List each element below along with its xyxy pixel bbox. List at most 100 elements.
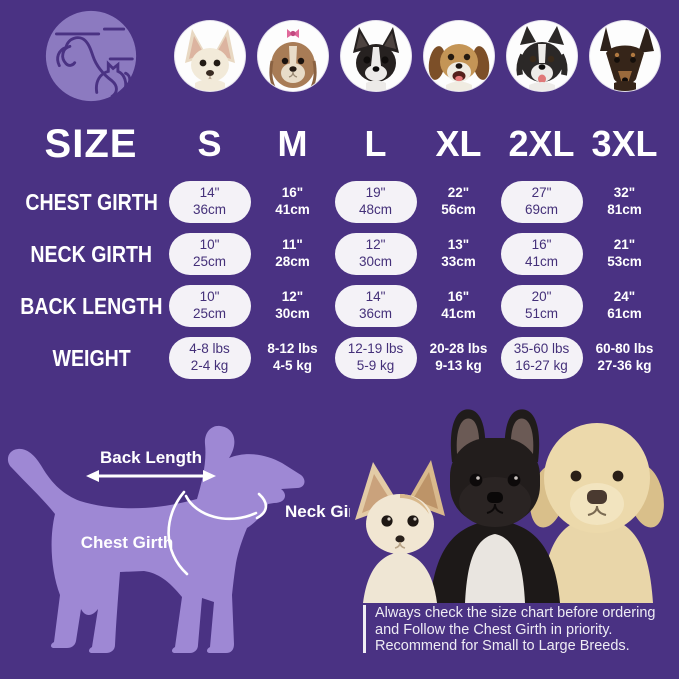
row-label-back-length: BACK LENGTH	[20, 292, 163, 319]
value-kg: 2-4 kg	[190, 358, 229, 373]
value-inches: 14"	[199, 185, 220, 201]
value-kg: 9-13 kg	[435, 358, 482, 373]
note-line-3: Recommend for Small to Large Breeds.	[375, 638, 630, 654]
value-inches: 12"	[365, 237, 386, 253]
value-inches: 10"	[199, 237, 220, 253]
size-header-xl: XL	[435, 123, 482, 164]
value-cm: 41cm	[524, 254, 558, 269]
size-header-m: M	[277, 123, 308, 164]
value-lbs: 60-80 lbs	[595, 341, 654, 357]
row-label-weight: WEIGHT	[52, 344, 131, 371]
chihuahua-photo-icon	[174, 21, 245, 91]
size-note: Always check the size chart before order…	[363, 605, 669, 655]
value-cm: 33cm	[441, 254, 476, 269]
boston-terrier-photo-icon	[340, 21, 411, 91]
value-cm: 48cm	[358, 202, 392, 217]
border-collie-photo-icon	[506, 21, 577, 91]
back-length-l: 14" 36cm	[334, 285, 417, 327]
yellow-labrador-icon	[530, 423, 664, 603]
chest-girth-l: 19" 48cm	[334, 181, 417, 223]
value-cm: 36cm	[192, 202, 226, 217]
chest-girth-xl: 22" 56cm	[441, 185, 476, 219]
neck-girth-l: 12" 30cm	[334, 233, 417, 275]
size-header-row: SIZE S M L XL 2XL 3XL	[0, 112, 679, 176]
value-inches: 16"	[531, 237, 552, 253]
size-label: SIZE	[44, 121, 138, 166]
weight-m: 8-12 lbs 4-5 kg	[267, 341, 317, 375]
neck-girth-3xl: 21" 53cm	[607, 237, 642, 271]
value-lbs: 8-12 lbs	[267, 341, 318, 357]
value-inches: 21"	[613, 237, 636, 253]
value-kg: 27-36 kg	[597, 358, 652, 373]
neck-girth-xl: 13" 33cm	[441, 237, 476, 271]
value-cm: 53cm	[607, 254, 642, 269]
value-cm: 28cm	[275, 254, 310, 269]
dog-trio-photo	[345, 398, 665, 603]
value-kg: 16-27 kg	[515, 358, 568, 373]
table-row-back-length: BACK LENGTH 10" 25cm 12" 30cm 14" 36cm 1…	[0, 280, 679, 332]
value-inches: 12"	[281, 289, 304, 305]
value-inches: 14"	[365, 289, 386, 305]
weight-xl: 20-28 lbs 9-13 kg	[430, 341, 488, 375]
measurement-diagram: Back Length Neck Girth Chest Girth	[0, 400, 371, 672]
table-row-chest-girth: CHEST GIRTH 14" 36cm 16" 41cm 19" 48cm 2…	[0, 176, 679, 228]
weight-2xl: 35-60 lbs 16-27 kg	[500, 337, 583, 379]
table-row-neck-girth: NECK GIRTH 10" 25cm 11" 28cm 12" 30cm 13…	[0, 228, 679, 280]
back-length-2xl: 20" 51cm	[500, 285, 583, 327]
breed-photo-row	[0, 0, 679, 112]
value-inches: 32"	[613, 185, 636, 201]
size-header-2xl: 2XL	[508, 123, 575, 164]
size-header-l: L	[364, 123, 387, 164]
value-cm: 36cm	[358, 306, 392, 321]
value-inches: 16"	[281, 185, 304, 201]
value-lbs: 12-19 lbs	[347, 341, 404, 357]
note-line-1: Always check the size chart before order…	[375, 605, 656, 621]
back-length-xl: 16" 41cm	[441, 289, 476, 323]
neck-girth-arc-tip	[255, 492, 268, 520]
value-cm: 41cm	[275, 202, 310, 217]
value-inches: 13"	[447, 237, 470, 253]
value-kg: 5-9 kg	[356, 358, 395, 373]
neck-girth-s: 10" 25cm	[168, 233, 251, 275]
value-inches: 16"	[447, 289, 470, 305]
value-cm: 25cm	[192, 254, 226, 269]
value-lbs: 35-60 lbs	[513, 341, 570, 357]
value-cm: 25cm	[192, 306, 226, 321]
note-line-2: and Follow the Chest Girth in priority.	[375, 621, 613, 638]
note-accent-bar	[363, 605, 366, 653]
weight-l: 12-19 lbs 5-9 kg	[334, 337, 417, 379]
weight-s: 4-8 lbs 2-4 kg	[168, 337, 251, 379]
table-row-weight: WEIGHT 4-8 lbs 2-4 kg 8-12 lbs 4-5 kg 12…	[0, 332, 679, 384]
value-cm: 51cm	[524, 306, 558, 321]
size-header-3xl: 3XL	[591, 123, 658, 164]
value-inches: 10"	[199, 289, 220, 305]
chest-girth-3xl: 32" 81cm	[607, 185, 642, 219]
value-kg: 4-5 kg	[272, 358, 313, 373]
back-length-s: 10" 25cm	[168, 285, 251, 327]
chest-girth-arc	[167, 490, 189, 576]
value-cm: 41cm	[441, 306, 476, 321]
chihuahua-trio-icon	[355, 460, 445, 603]
neck-girth-arc	[184, 494, 258, 521]
row-label-chest-girth: CHEST GIRTH	[25, 188, 158, 215]
arrow-head-right	[203, 470, 216, 482]
chest-girth-2xl: 27" 69cm	[500, 181, 583, 223]
row-label-neck-girth: NECK GIRTH	[30, 240, 153, 267]
value-inches: 20"	[531, 289, 552, 305]
doberman-photo-icon	[589, 21, 660, 91]
note-text: Always check the size chart before order…	[375, 605, 655, 655]
back-length-m: 12" 30cm	[275, 289, 310, 323]
beagle-photo-icon	[423, 21, 494, 91]
value-inches: 24"	[613, 289, 636, 305]
value-inches: 22"	[447, 185, 470, 201]
arrow-head-left	[86, 470, 99, 482]
chest-girth-s: 14" 36cm	[168, 181, 251, 223]
value-cm: 69cm	[524, 202, 558, 217]
back-length-label: Back Length	[100, 448, 202, 467]
dog-cat-logo-icon	[43, 8, 139, 104]
neck-girth-2xl: 16" 41cm	[500, 233, 583, 275]
dog-silhouette-icon	[7, 425, 305, 653]
value-inches: 19"	[365, 185, 386, 201]
neck-girth-label: Neck Girth	[285, 502, 350, 521]
